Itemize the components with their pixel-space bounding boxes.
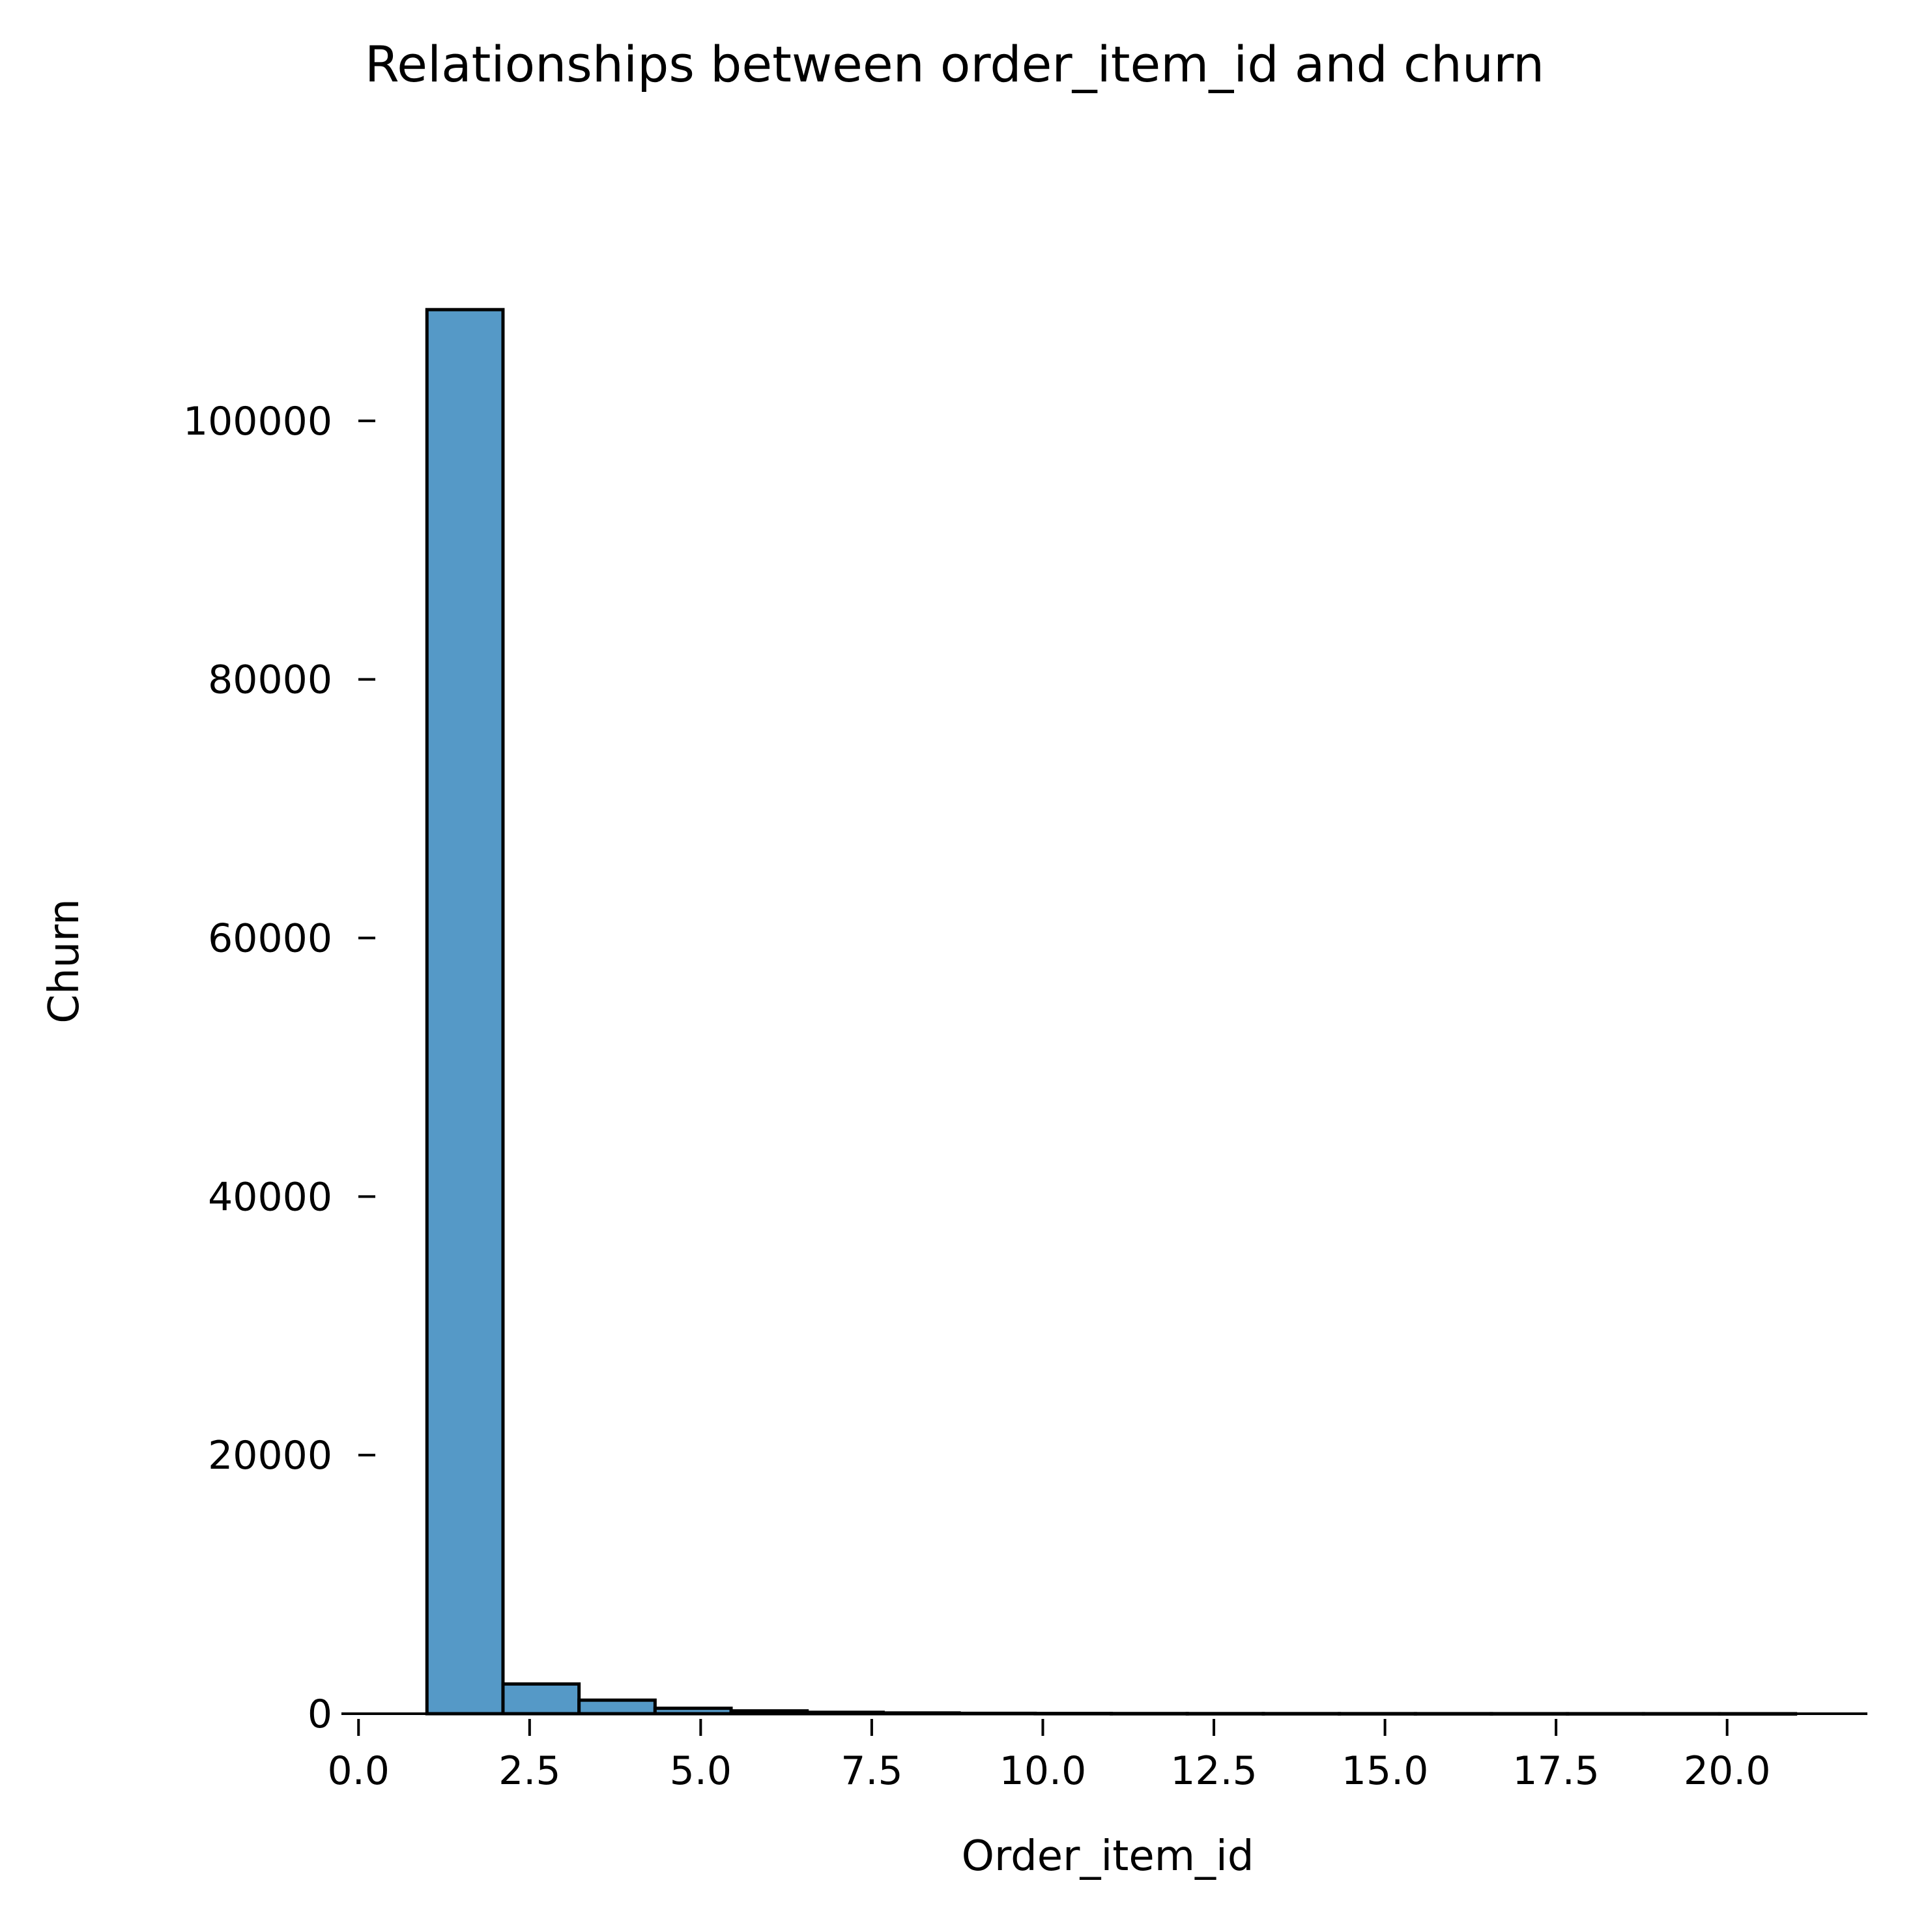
- y-axis: 0 20000 40000 60000 80000 100000: [183, 399, 375, 1737]
- y-tick-label-1: 20000: [208, 1433, 332, 1478]
- y-tick-label-4: 80000: [208, 657, 332, 703]
- y-axis-label: Churn: [40, 899, 89, 1024]
- x-tick-label-3: 7.5: [841, 1748, 902, 1794]
- x-tick-label-1: 2.5: [498, 1748, 560, 1794]
- x-tick-label-7: 17.5: [1512, 1748, 1600, 1794]
- y-tick-label-3: 60000: [208, 916, 332, 961]
- histogram-bar-2: [577, 1698, 657, 1716]
- bars-group: [425, 308, 1798, 1716]
- x-tick-label-8: 20.0: [1684, 1748, 1771, 1794]
- x-tick-label-5: 12.5: [1170, 1748, 1258, 1794]
- x-tick-label-4: 10.0: [1000, 1748, 1087, 1794]
- x-tick-label-0: 0.0: [328, 1748, 390, 1794]
- histogram-bar-1: [501, 1682, 581, 1716]
- x-tick-label-2: 5.0: [670, 1748, 732, 1794]
- x-axis: 0.0 2.5 5.0 7.5 10.0 12.5 15.0 17.5 20.0: [328, 1712, 1867, 1794]
- y-tick-label-5: 100000: [183, 399, 332, 444]
- histogram-bar-0: [425, 308, 505, 1716]
- y-tick-label-0: 0: [308, 1692, 332, 1737]
- chart-title: Relationships between order_item_id and …: [365, 35, 1544, 93]
- y-tick-label-2: 40000: [208, 1174, 332, 1220]
- x-axis-label: Order_item_id: [962, 1832, 1254, 1881]
- x-tick-label-6: 15.0: [1342, 1748, 1429, 1794]
